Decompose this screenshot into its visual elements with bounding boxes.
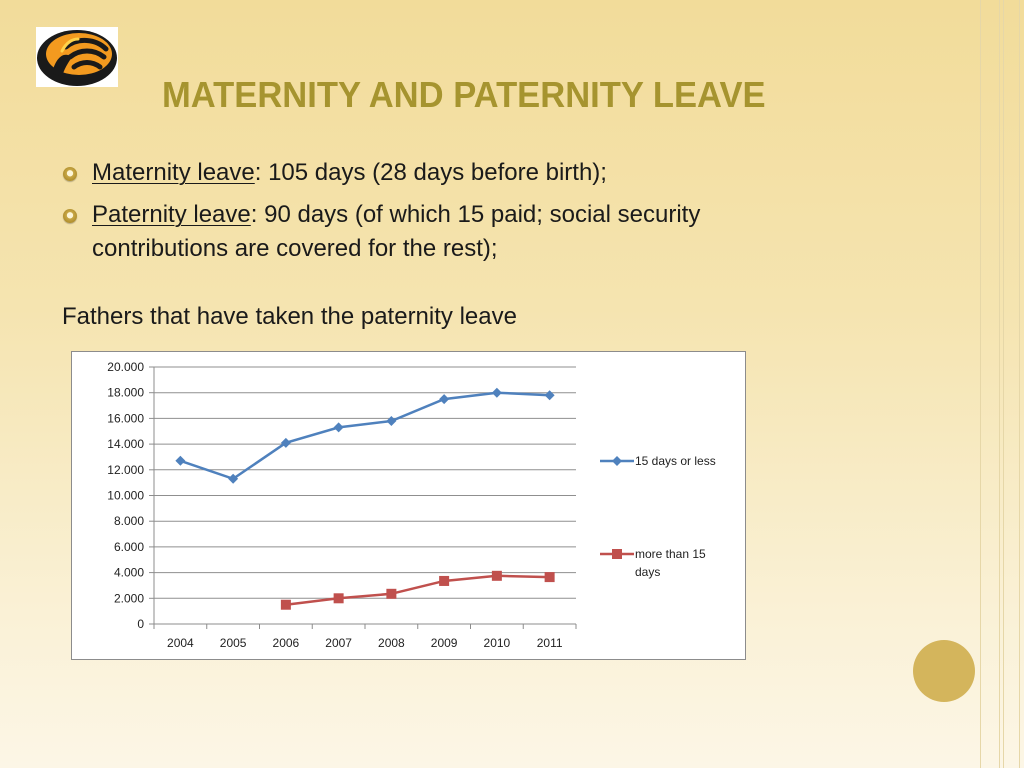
y-tick-label: 8.000 [114, 514, 144, 528]
line-chart: 20.000 18.000 16.000 14.000 12.000 10.000 8.00… [107, 360, 716, 650]
x-tick-label: 2005 [220, 636, 247, 650]
data-point-marker [544, 390, 555, 401]
series-line-1 [179, 391, 550, 481]
x-tick-label: 2010 [484, 636, 511, 650]
bullet-term: Paternity leave [92, 201, 251, 228]
bullet-list: Maternity leave: 105 days (28 days befor… [62, 156, 822, 274]
data-point-marker [491, 570, 502, 581]
legend-label: 15 days or less [635, 454, 716, 468]
y-tick-label: 20.000 [107, 360, 144, 374]
data-point-marker [175, 455, 186, 466]
slide-edge-decoration [976, 0, 1024, 768]
data-point-marker [280, 437, 291, 448]
y-tick-label: 2.000 [114, 591, 144, 605]
legend-item-2: more than 15 days [600, 547, 706, 579]
data-point-marker [544, 572, 555, 583]
chart-container: 20.000 18.000 16.000 14.000 12.000 10.000 8.00… [71, 351, 746, 660]
data-point-marker [333, 593, 344, 604]
x-tick-label: 2009 [431, 636, 458, 650]
bullet-term: Maternity leave [92, 159, 255, 186]
bullet-point-icon [63, 167, 77, 181]
data-point-marker [280, 599, 291, 610]
slide-title: MATERNITY AND PATERNITY LEAVE [162, 74, 766, 115]
legend-item-1: 15 days or less [600, 454, 716, 468]
y-tick-label: 14.000 [107, 437, 144, 451]
x-tick-label: 2004 [167, 636, 194, 650]
x-tick-label: 2011 [537, 636, 563, 650]
bullet-point-icon [63, 209, 77, 223]
bullet-maternity-leave: Maternity leave: 105 days (28 days befor… [62, 156, 822, 190]
legend-label: more than 15 days [635, 547, 706, 579]
y-tick-label: 6.000 [114, 540, 144, 554]
y-tick-label: 16.000 [107, 411, 144, 425]
y-tick-label: 0 [137, 617, 144, 631]
x-tick-label: 2008 [378, 636, 405, 650]
x-tick-label: 2007 [325, 636, 352, 650]
y-tick-label: 4.000 [114, 566, 144, 580]
chart-heading: Fathers that have taken the paternity le… [62, 303, 517, 330]
data-point-marker [333, 422, 344, 433]
series-line-2 [285, 574, 550, 606]
y-tick-label: 10.000 [107, 489, 144, 503]
organization-logo [36, 27, 118, 87]
decorative-circle [913, 640, 975, 702]
legend-marker [612, 549, 622, 559]
y-tick-label: 18.000 [107, 386, 144, 400]
bullet-paternity-leave: Paternity leave: 90 days (of which 15 pa… [62, 198, 822, 266]
data-point-marker [491, 387, 502, 398]
data-point-marker [386, 415, 397, 426]
data-point-marker [228, 473, 239, 484]
data-point-marker [386, 588, 397, 599]
legend-marker [612, 456, 622, 466]
x-tick-label: 2006 [273, 636, 300, 650]
data-point-marker [439, 394, 450, 405]
bullet-text: : 105 days (28 days before birth); [254, 159, 607, 186]
bullet-text: : 90 days (of which 15 paid; social secu… [92, 201, 701, 262]
data-point-marker [439, 575, 450, 586]
y-tick-label: 12.000 [107, 463, 144, 477]
